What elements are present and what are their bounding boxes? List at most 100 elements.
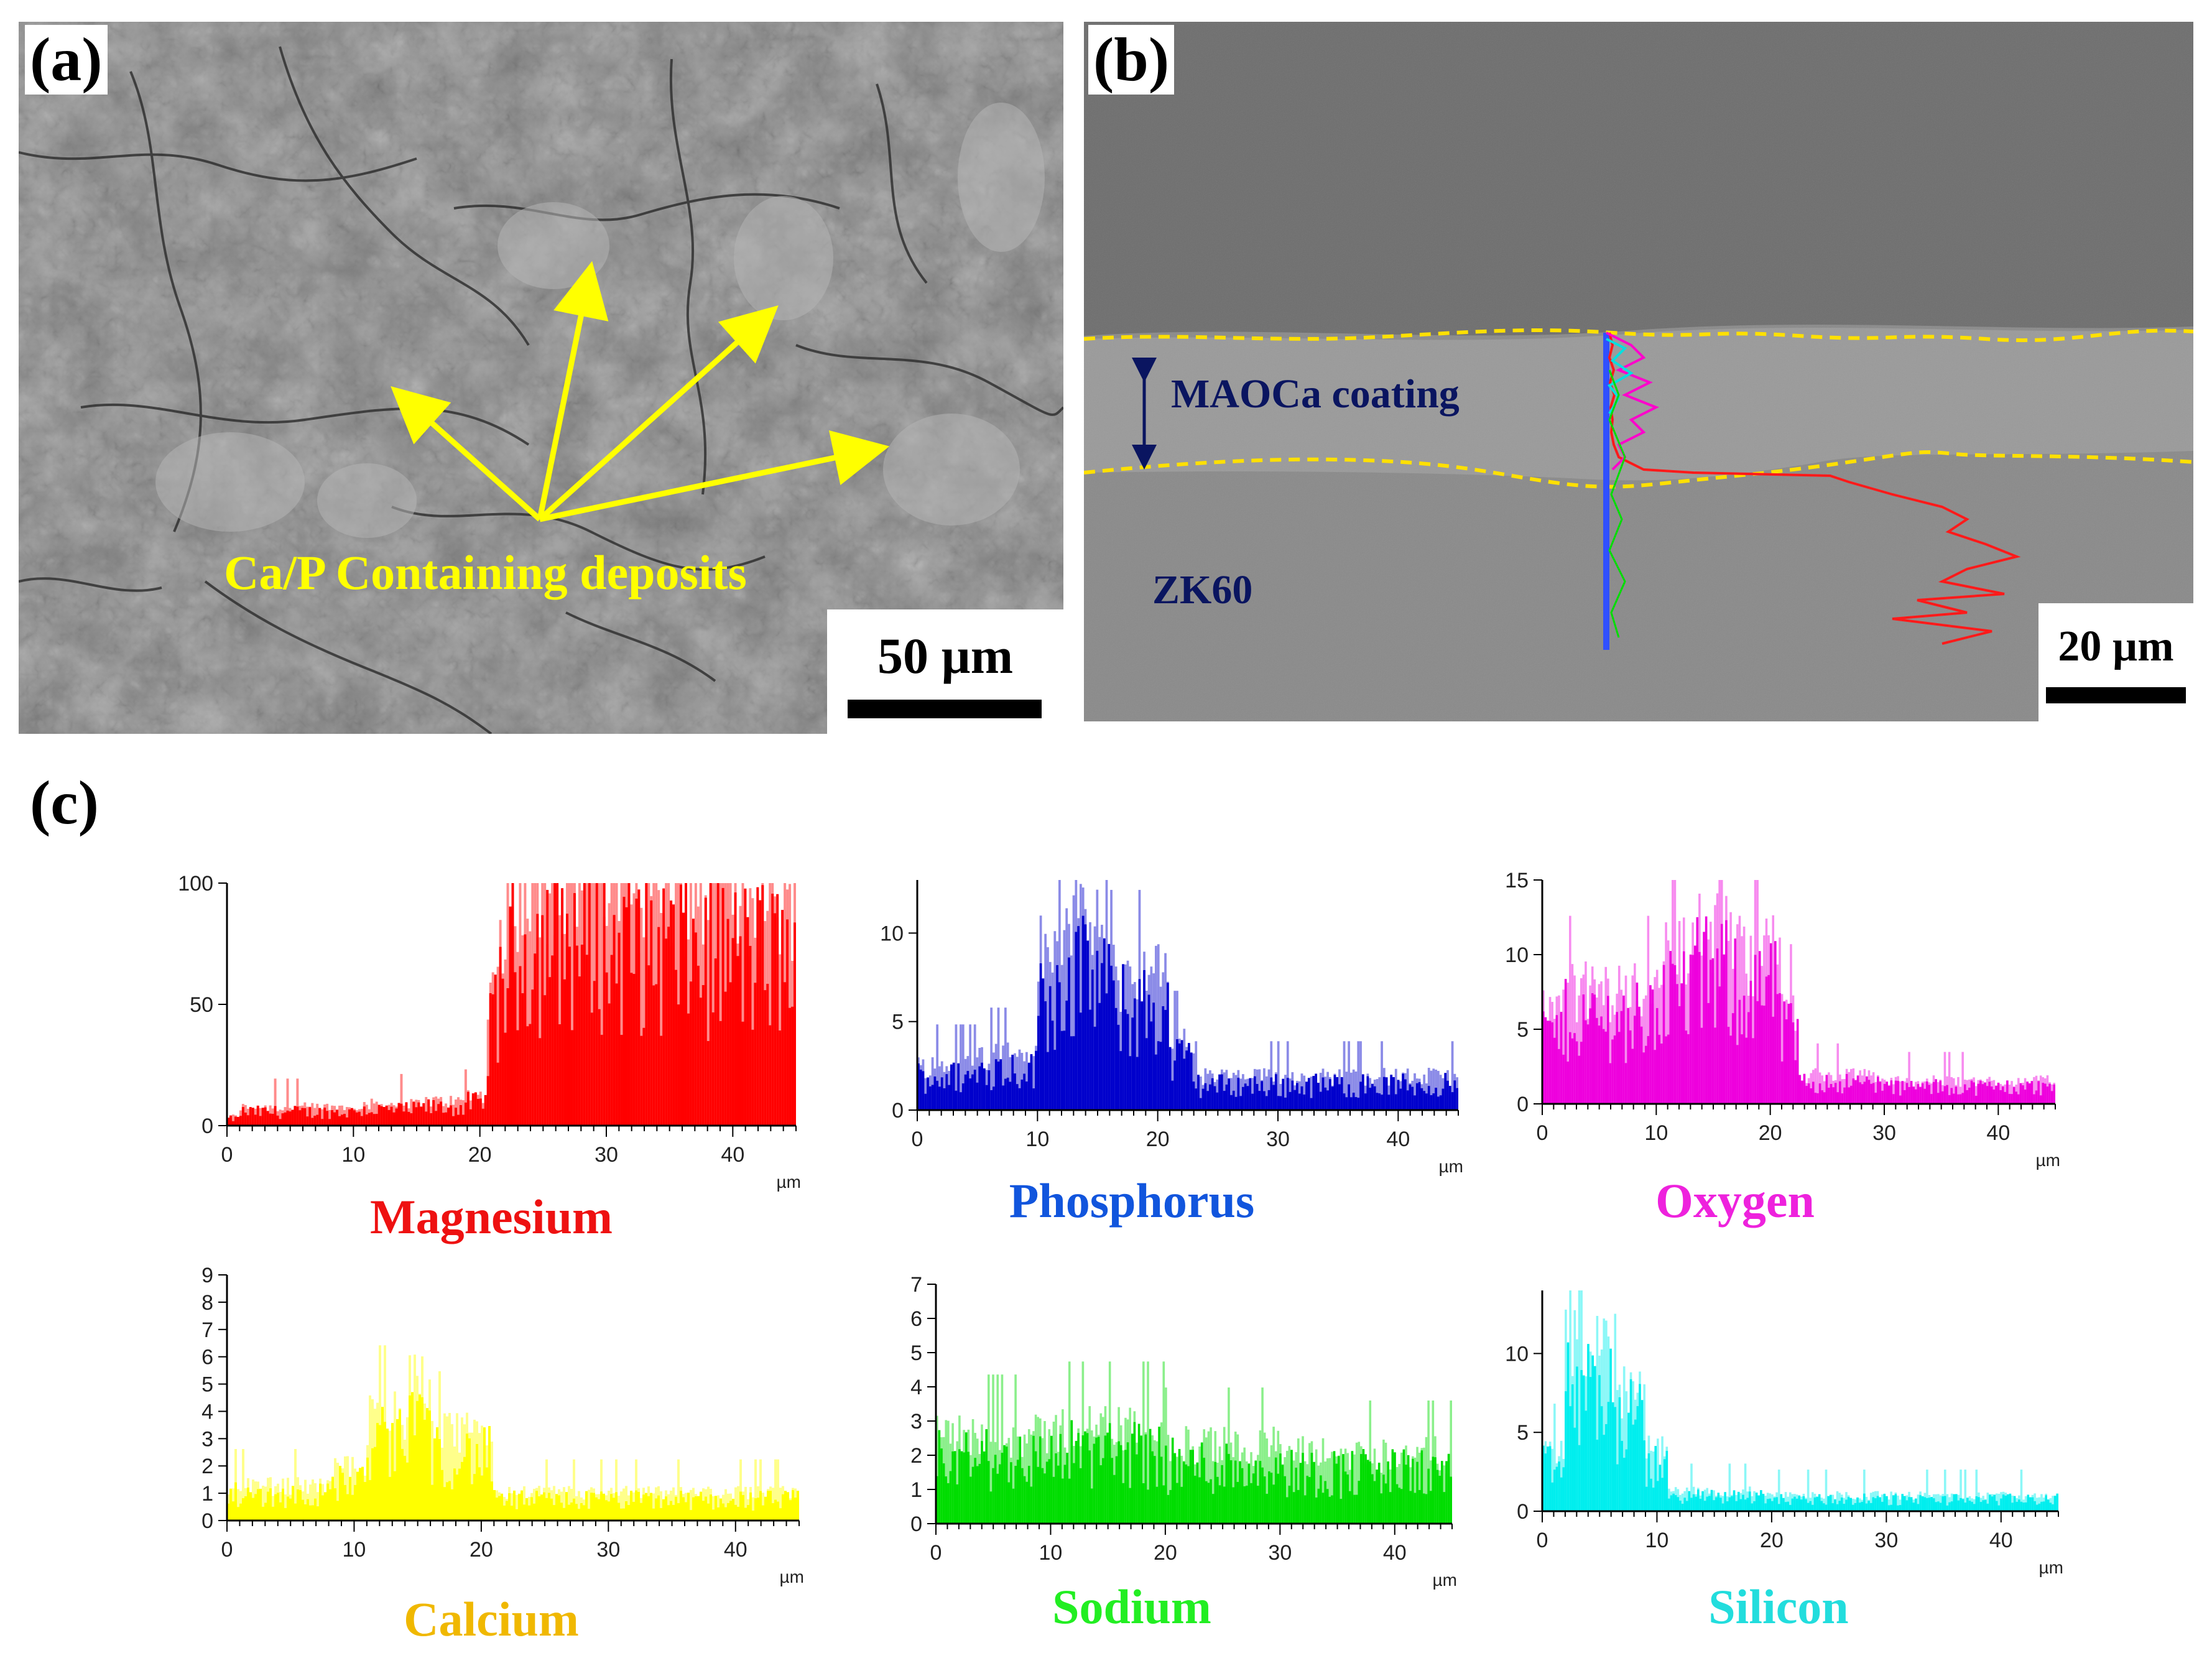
bar — [1993, 1494, 1996, 1511]
bar — [539, 1038, 542, 1126]
bar — [774, 913, 777, 1126]
bar — [1776, 994, 1779, 1104]
bar — [1613, 1035, 1616, 1104]
bar — [922, 1071, 925, 1110]
bar-highlight — [451, 1424, 453, 1521]
bar-highlight — [1207, 1431, 1210, 1524]
bar — [1284, 1476, 1286, 1524]
bar — [1650, 1478, 1652, 1511]
bar — [371, 1448, 374, 1521]
bar — [1142, 1483, 1145, 1524]
bar — [704, 897, 707, 1126]
bar — [346, 1494, 349, 1521]
bar-highlight — [1284, 1075, 1287, 1110]
bar — [1279, 1453, 1282, 1524]
bar — [1168, 1047, 1172, 1110]
bar — [2015, 1501, 2019, 1511]
bar — [1869, 1503, 1872, 1511]
bar — [1720, 924, 1723, 1104]
bar — [244, 1496, 247, 1521]
bar — [1775, 1497, 1778, 1511]
bar — [227, 1118, 229, 1126]
bar-highlight — [1223, 1427, 1226, 1524]
bar-highlight — [1354, 1071, 1358, 1110]
coating-top-boundary — [1083, 328, 2194, 343]
y-tick-label: 1 — [201, 1482, 213, 1506]
bar — [1547, 1446, 1549, 1511]
bar — [1011, 1054, 1014, 1110]
bar-highlight — [1652, 1452, 1655, 1511]
bar — [1016, 1084, 1019, 1110]
bar — [1075, 1440, 1078, 1524]
bar — [1171, 1080, 1174, 1110]
bar — [981, 1062, 983, 1110]
bar — [1544, 1017, 1547, 1104]
bar — [1084, 924, 1087, 1110]
bar — [1669, 951, 1672, 1104]
bar — [665, 938, 668, 1126]
bar — [1725, 920, 1728, 1104]
bar — [1816, 1496, 1818, 1511]
bar — [1836, 1092, 1839, 1104]
bar — [326, 1111, 329, 1126]
bar — [1404, 1079, 1407, 1110]
bar — [1218, 1074, 1221, 1110]
bar — [1810, 1088, 1813, 1104]
bar — [1195, 1088, 1198, 1110]
bar-highlight — [1002, 1045, 1004, 1110]
substrate-label: ZK60 — [1152, 567, 1252, 613]
bar — [961, 1083, 965, 1110]
bar-highlight — [370, 1098, 373, 1126]
bar — [1564, 979, 1567, 1104]
bar — [1850, 1085, 1853, 1104]
bar — [787, 1492, 789, 1521]
bar — [635, 898, 638, 1126]
bar — [1589, 1377, 1592, 1511]
bar — [1861, 1084, 1864, 1104]
bar — [1065, 1000, 1068, 1110]
bar-highlight — [690, 1489, 692, 1521]
bar — [1713, 1500, 1715, 1511]
bar — [1288, 1485, 1291, 1524]
bar — [1618, 1397, 1621, 1511]
bar — [1346, 1474, 1349, 1524]
bar — [279, 1502, 282, 1521]
bar — [1640, 1026, 1643, 1104]
scale-bar-b-line — [2046, 687, 2186, 703]
bar — [1843, 1087, 1846, 1104]
bar — [452, 1116, 455, 1126]
bar — [710, 1494, 712, 1521]
bar — [682, 912, 685, 1126]
bar — [1282, 1078, 1285, 1110]
bar — [1892, 1495, 1895, 1511]
bar-highlight — [1432, 1068, 1435, 1110]
bar — [1171, 1437, 1174, 1524]
bar — [242, 1498, 244, 1521]
bar — [328, 1119, 331, 1126]
bar — [521, 1490, 523, 1521]
bar — [1629, 1030, 1632, 1104]
bar — [696, 965, 700, 1126]
bar — [1185, 1050, 1188, 1110]
bar — [1627, 1007, 1629, 1104]
bar — [632, 974, 636, 1126]
bar — [521, 993, 524, 1126]
bar — [1997, 1083, 2000, 1104]
bar — [1293, 1090, 1296, 1110]
bar — [662, 888, 665, 1126]
bar — [1115, 1456, 1118, 1524]
bar — [670, 901, 673, 1126]
bar — [1313, 1461, 1315, 1524]
bar — [374, 1447, 376, 1521]
bar — [1246, 1485, 1248, 1524]
bar-highlight — [1780, 994, 1784, 1104]
bar — [438, 1439, 441, 1521]
bar — [1957, 1094, 1960, 1104]
bar — [1571, 1038, 1574, 1104]
bar-highlight — [1948, 1052, 1951, 1104]
bar-highlight — [660, 1491, 662, 1521]
bar — [427, 1099, 430, 1126]
bar — [1758, 951, 1761, 1104]
bar — [381, 1407, 384, 1521]
bar — [450, 1105, 453, 1126]
